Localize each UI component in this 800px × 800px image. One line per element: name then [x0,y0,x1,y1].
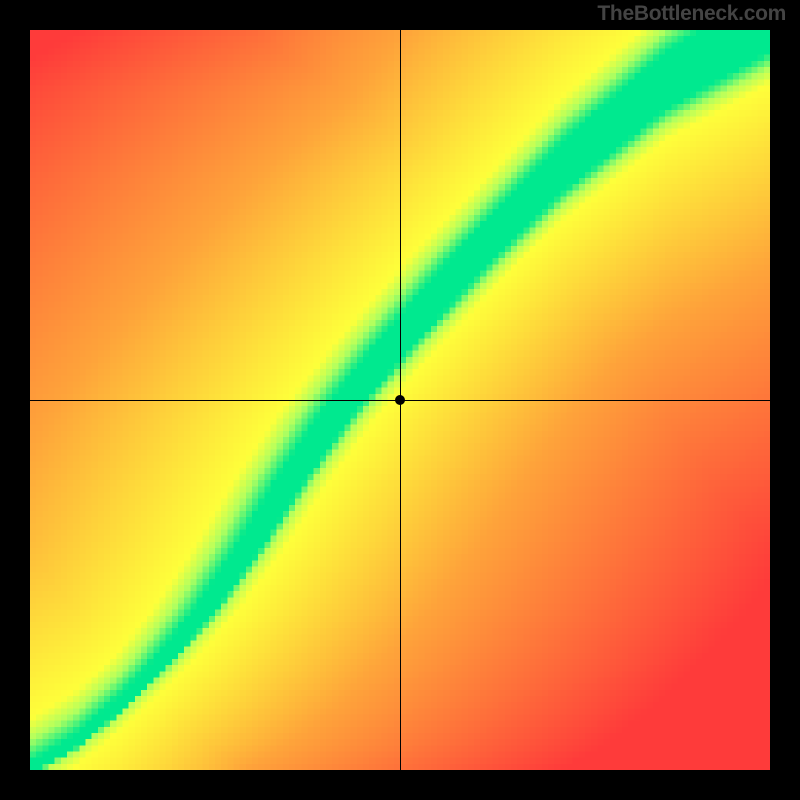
chart-container: { "watermark": { "text": "TheBottleneck.… [0,0,800,800]
selection-marker [395,395,405,405]
watermark-text: TheBottleneck.com [597,2,786,26]
